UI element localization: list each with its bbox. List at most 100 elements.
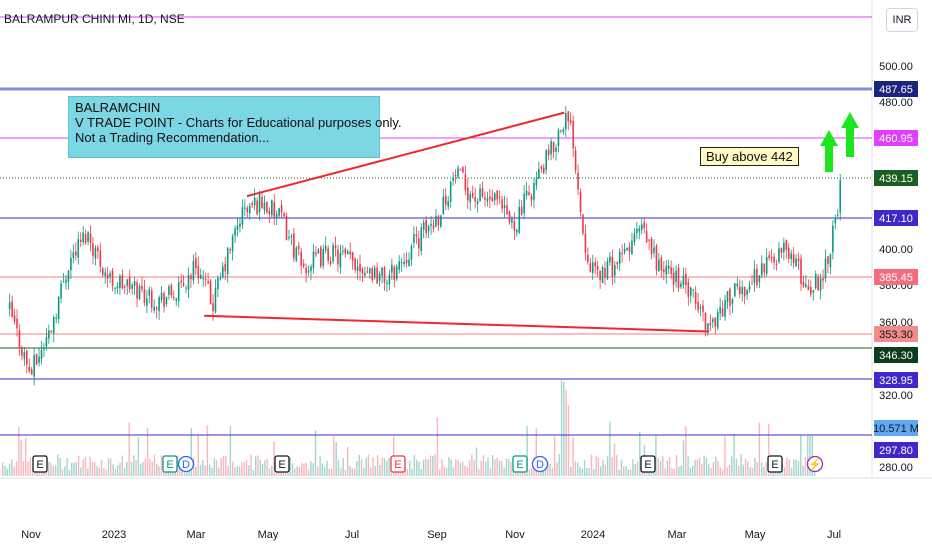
volume-bar — [703, 455, 705, 476]
volume-bar — [100, 460, 103, 476]
volume-bar — [747, 461, 749, 476]
candle-body — [697, 301, 699, 311]
volume-bar — [227, 466, 229, 476]
candle-body — [805, 284, 807, 287]
candle-body — [672, 272, 675, 285]
candle-body — [312, 251, 315, 269]
candle-body — [170, 284, 173, 296]
volume-bar — [751, 467, 754, 476]
candle-body — [648, 239, 650, 241]
candle-body — [795, 258, 797, 267]
candle-body — [810, 286, 812, 295]
volume-bar — [71, 462, 73, 476]
volume-bar — [409, 460, 411, 476]
trendline[interactable] — [204, 314, 710, 333]
candle-body — [712, 319, 714, 323]
earnings-marker[interactable]: E — [640, 455, 656, 473]
candle-body — [675, 270, 677, 283]
volume-bar — [103, 468, 105, 476]
candle-body — [116, 286, 119, 289]
dividend-marker[interactable]: D — [177, 455, 195, 473]
candle-body — [560, 130, 562, 132]
candle-body — [655, 245, 658, 271]
volume-bar — [372, 457, 374, 476]
candle-body — [415, 234, 418, 237]
volume-bar — [365, 457, 367, 476]
candle-body — [785, 240, 788, 250]
candle-body — [256, 200, 258, 215]
volume-bar — [701, 463, 703, 476]
volume-bar — [137, 436, 140, 476]
volume-bar — [422, 459, 425, 476]
candle-body — [320, 247, 322, 267]
candle-body — [665, 265, 668, 275]
volume-bar — [416, 459, 418, 476]
candle-body — [508, 211, 511, 223]
volume-bar — [296, 466, 298, 476]
candle-body — [163, 293, 165, 308]
earnings-marker[interactable]: E — [512, 455, 528, 473]
candle-body — [18, 330, 21, 348]
earnings-marker[interactable]: E — [32, 455, 48, 473]
candle-body — [410, 245, 413, 260]
price-level-badge — [874, 170, 918, 186]
candle-body — [94, 247, 97, 259]
candle-body — [523, 193, 525, 214]
candle-body — [45, 337, 48, 347]
candle-body — [780, 247, 783, 253]
candle-body — [459, 169, 462, 171]
earnings-marker[interactable]: E — [390, 455, 406, 473]
event-marker-shape — [512, 455, 528, 473]
price-tick-label: 480.00 — [879, 97, 913, 109]
split-marker-icon[interactable]: ⚡ — [806, 455, 824, 473]
candle-body — [60, 283, 62, 299]
volume-bar — [404, 468, 406, 476]
volume-bar — [121, 455, 123, 476]
volume-bar — [337, 459, 340, 476]
volume-bar — [606, 456, 609, 476]
candle-body — [40, 349, 43, 359]
candle-body — [190, 275, 192, 280]
price-level-badge — [874, 420, 918, 436]
candle-body — [376, 267, 378, 284]
earnings-marker[interactable]: E — [767, 455, 783, 473]
candle-body — [180, 280, 182, 283]
volume-bar — [29, 457, 31, 476]
currency-button[interactable]: INR — [886, 8, 918, 32]
earnings-marker[interactable]: E — [162, 455, 178, 473]
trendline[interactable] — [246, 111, 565, 198]
price-level-text: 439.15 — [879, 173, 913, 185]
dividend-marker[interactable]: D — [531, 455, 549, 473]
candle-body — [584, 233, 587, 253]
candle-body — [33, 355, 35, 377]
candle-body — [214, 288, 217, 312]
candle-body — [783, 242, 785, 253]
candle-body — [827, 256, 829, 265]
volume-bar — [731, 456, 733, 476]
volume-bar — [542, 469, 544, 476]
volume-bar — [241, 462, 243, 476]
candle-body — [538, 168, 540, 179]
volume-bar — [374, 466, 376, 476]
volume-bar — [15, 461, 18, 476]
price-level-badge — [874, 372, 918, 388]
volume-bar — [717, 460, 719, 476]
volume-bar — [740, 454, 742, 476]
candle-body — [792, 254, 795, 264]
candle-body — [52, 317, 55, 334]
price-level-text: 10.571 M — [873, 423, 919, 435]
candle-body — [119, 276, 121, 289]
candle-body — [231, 236, 234, 252]
event-marker-label: ⚡ — [808, 458, 822, 471]
volume-bar — [494, 459, 496, 476]
candle-body — [202, 278, 205, 280]
earnings-marker[interactable]: E — [274, 455, 290, 473]
candle-body — [268, 211, 271, 215]
candle-body — [388, 274, 391, 285]
volume-bar — [450, 459, 452, 476]
candle-body — [525, 190, 528, 196]
volume-bar — [793, 459, 795, 476]
candle-body — [251, 203, 254, 206]
